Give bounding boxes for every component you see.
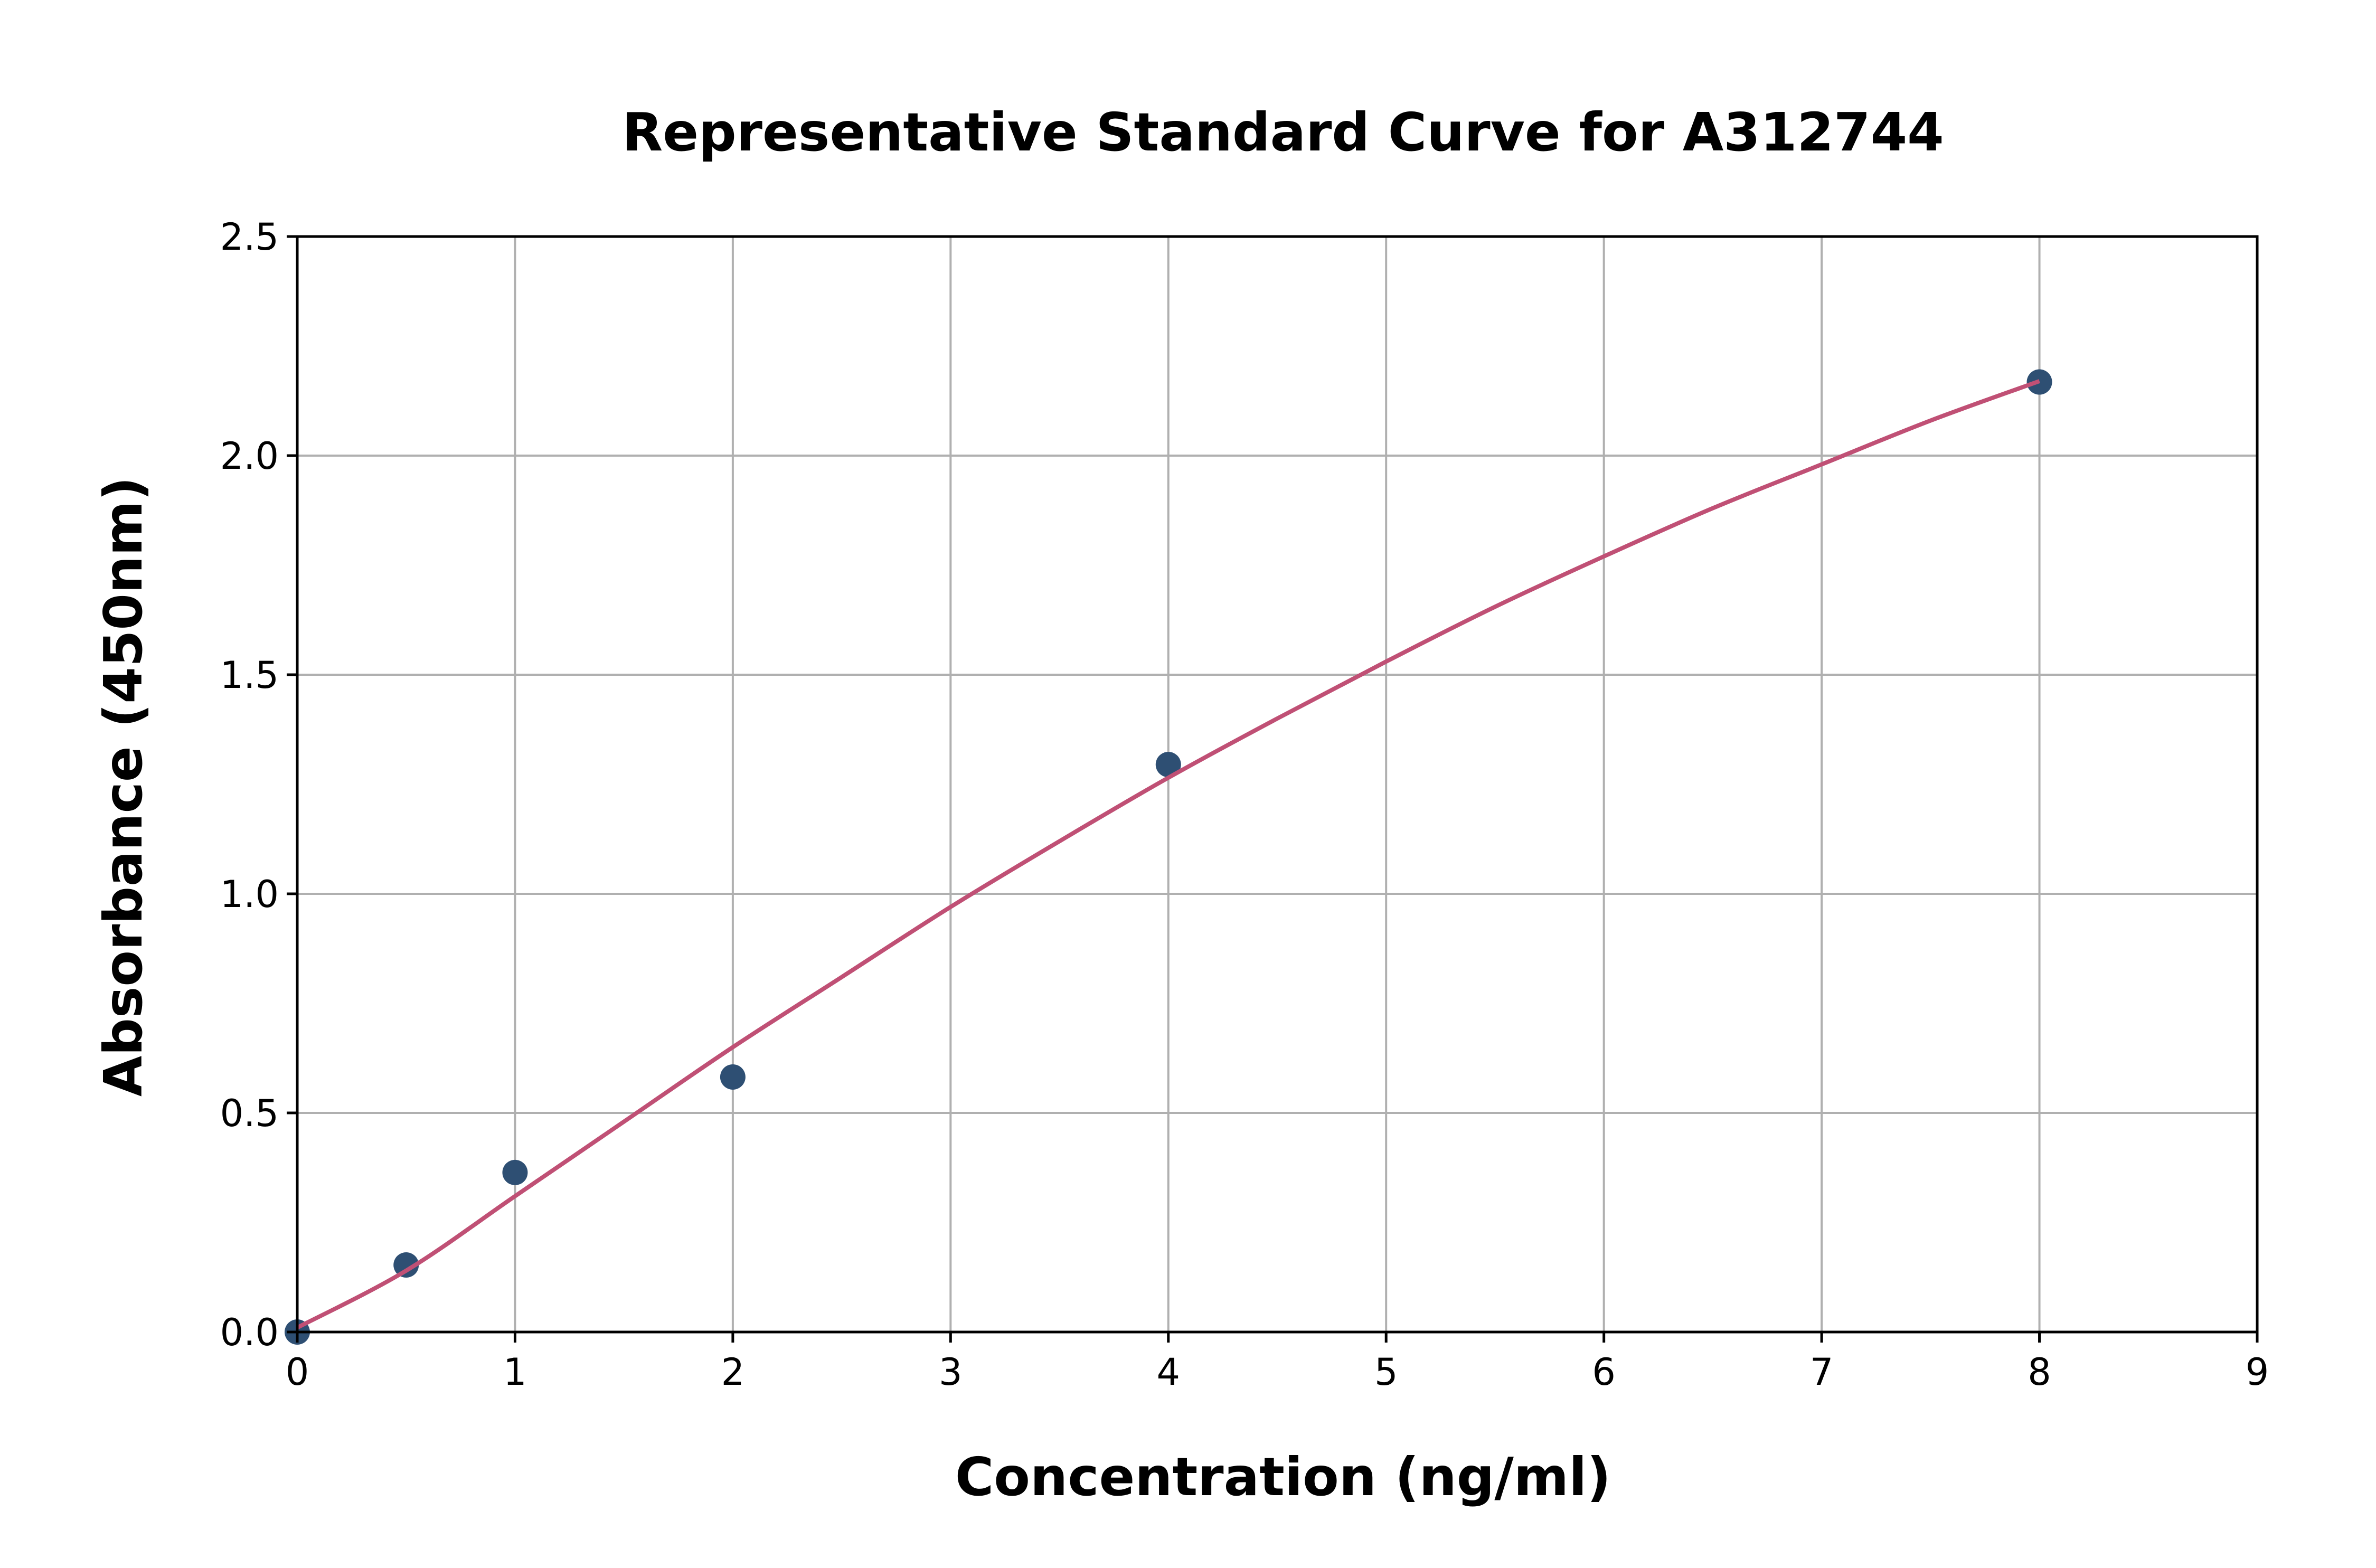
y-tick-label: 0.0 [220, 1311, 279, 1354]
data-point [393, 1252, 419, 1278]
y-axis-label: Absorbance (450nm) [92, 477, 154, 1097]
data-point [502, 1159, 528, 1185]
grid [296, 235, 2258, 1333]
y-tick-label: 2.0 [220, 434, 279, 478]
x-tick-label: 4 [1157, 1350, 1181, 1394]
x-tick-label: 1 [503, 1350, 527, 1394]
y-tick-label: 1.0 [220, 873, 279, 916]
y-tick-label: 1.5 [220, 654, 279, 697]
x-tick-label: 8 [2028, 1350, 2051, 1394]
chart-title: Representative Standard Curve for A31274… [622, 101, 1944, 163]
y-tick-label: 2.5 [220, 215, 279, 259]
x-tick-label: 3 [939, 1350, 963, 1394]
x-tick-label: 0 [286, 1350, 309, 1394]
data-point [1155, 752, 1181, 778]
x-tick-label: 5 [1374, 1350, 1398, 1394]
x-axis-ticks: 0 1 2 3 4 5 6 7 8 9 [286, 1332, 2269, 1394]
x-tick-label: 2 [721, 1350, 745, 1394]
fit-curve [296, 379, 2040, 1330]
fit-curve-layer [296, 379, 2040, 1330]
y-axis-ticks: 0.0 0.5 1.0 1.5 2.0 2.5 [220, 215, 297, 1354]
x-tick-label: 6 [1592, 1350, 1616, 1394]
x-tick-label: 7 [1810, 1350, 1834, 1394]
x-axis-label: Concentration (ng/ml) [955, 1446, 1611, 1508]
data-point [720, 1064, 746, 1090]
y-tick-label: 0.5 [220, 1092, 279, 1135]
x-tick-label: 9 [2246, 1350, 2269, 1394]
plot-frame [296, 235, 2259, 1334]
